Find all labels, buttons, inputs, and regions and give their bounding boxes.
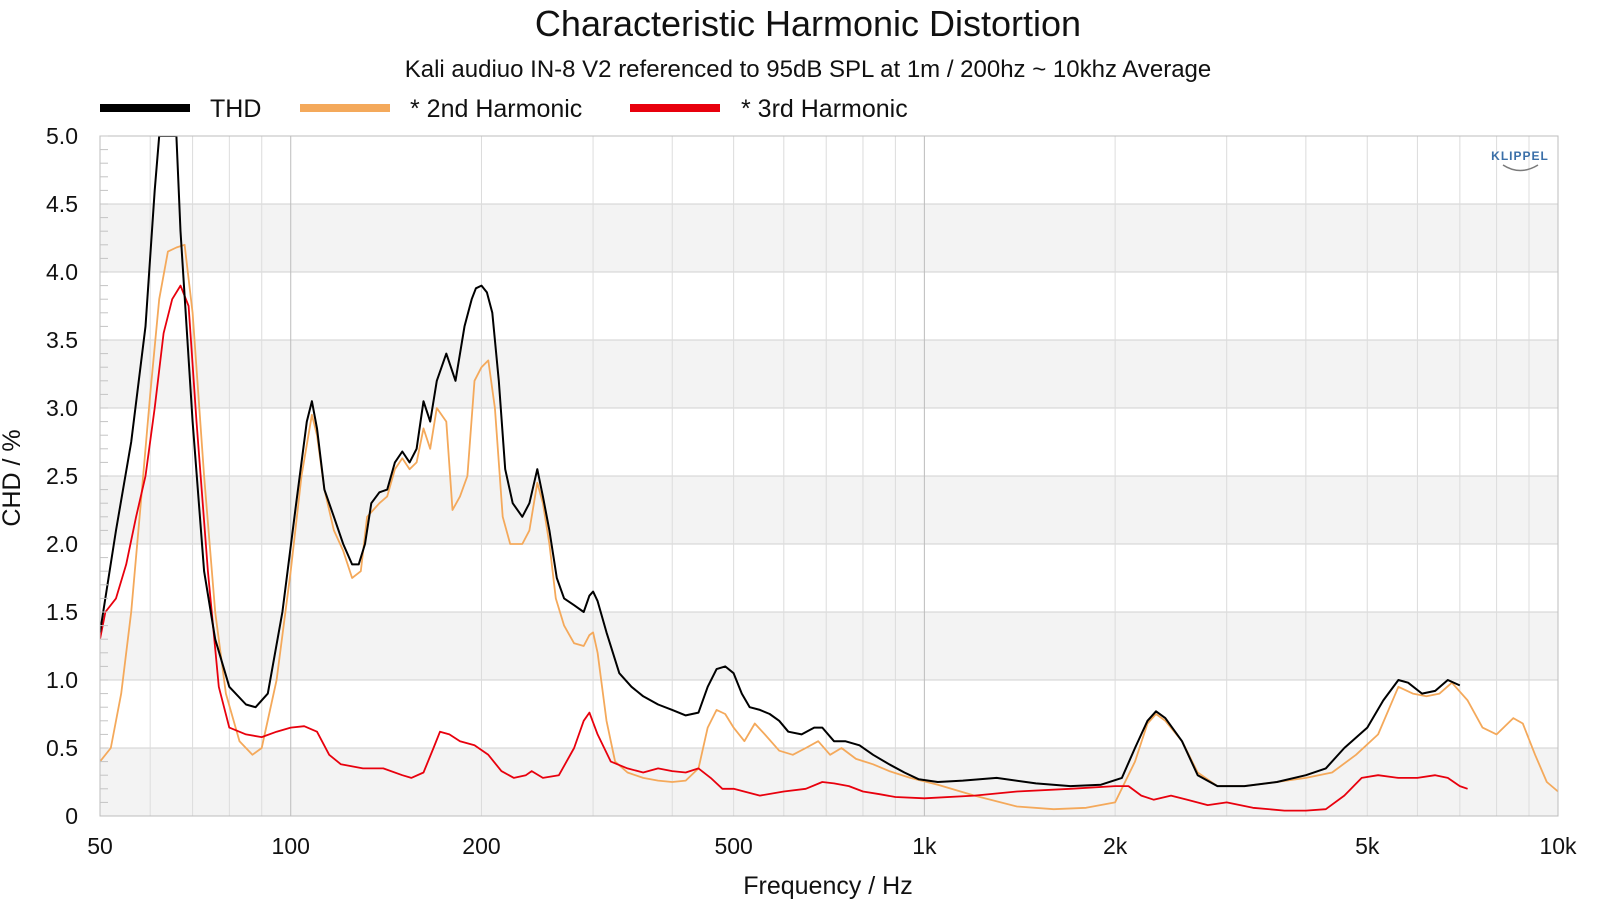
y-tick-label: 1.0	[46, 667, 78, 693]
plot-bands	[100, 204, 1558, 816]
legend-swatch-2nd-harmonic	[300, 104, 390, 112]
y-tick-label: 4.0	[46, 259, 78, 285]
chart-subtitle: Kali audiuo IN-8 V2 referenced to 95dB S…	[405, 56, 1212, 83]
y-tick-label: 3.0	[46, 395, 78, 421]
series-line-thd	[100, 136, 1461, 788]
x-tick-label: 10k	[1539, 833, 1577, 859]
x-tick-label: 2k	[1103, 833, 1128, 859]
x-tick-label: 1k	[912, 833, 937, 859]
plot-band	[100, 476, 1558, 544]
x-axis-ticks: 50 100 200 500 1k 2k 5k 10k	[87, 833, 1577, 859]
y-tick-label: 3.5	[46, 327, 78, 353]
legend-label-2nd-harmonic: * 2nd Harmonic	[410, 95, 582, 123]
y-axis-ticks: 0 0.5 1.0 1.5 2.0 2.5 3.0 3.5 4.0 4.5 5.0	[46, 123, 108, 829]
y-tick-label: 0	[65, 803, 78, 829]
series-layer	[100, 136, 1558, 812]
x-tick-label: 100	[272, 833, 310, 859]
legend: THD * 2nd Harmonic * 3rd Harmonic	[100, 95, 908, 123]
x-tick-label: 5k	[1355, 833, 1380, 859]
legend-label-3rd-harmonic: * 3rd Harmonic	[741, 95, 908, 123]
y-tick-label: 4.5	[46, 191, 78, 217]
y-axis-label: CHD / %	[0, 429, 26, 526]
y-tick-label: 1.5	[46, 599, 78, 625]
y-tick-label: 5.0	[46, 123, 78, 149]
chart-title: Characteristic Harmonic Distortion	[535, 3, 1081, 44]
legend-swatch-3rd-harmonic	[630, 104, 720, 112]
x-tick-label: 50	[87, 833, 113, 859]
legend-swatch-thd	[100, 104, 190, 112]
legend-label-thd: THD	[210, 95, 261, 123]
y-tick-label: 2.5	[46, 463, 78, 489]
klippel-logo: KLIPPEL	[1491, 149, 1549, 172]
y-tick-label: 0.5	[46, 735, 78, 761]
plot-band	[100, 204, 1558, 272]
klippel-logo-swoosh	[1502, 164, 1539, 172]
plot-band	[100, 612, 1558, 680]
plot-band	[100, 340, 1558, 408]
x-tick-label: 500	[714, 833, 752, 859]
y-tick-label: 2.0	[46, 531, 78, 557]
series-line-3rd-harmonic	[100, 284, 1468, 812]
x-tick-label: 200	[462, 833, 500, 859]
klippel-logo-text: KLIPPEL	[1491, 149, 1549, 163]
x-axis-label: Frequency / Hz	[743, 872, 913, 900]
